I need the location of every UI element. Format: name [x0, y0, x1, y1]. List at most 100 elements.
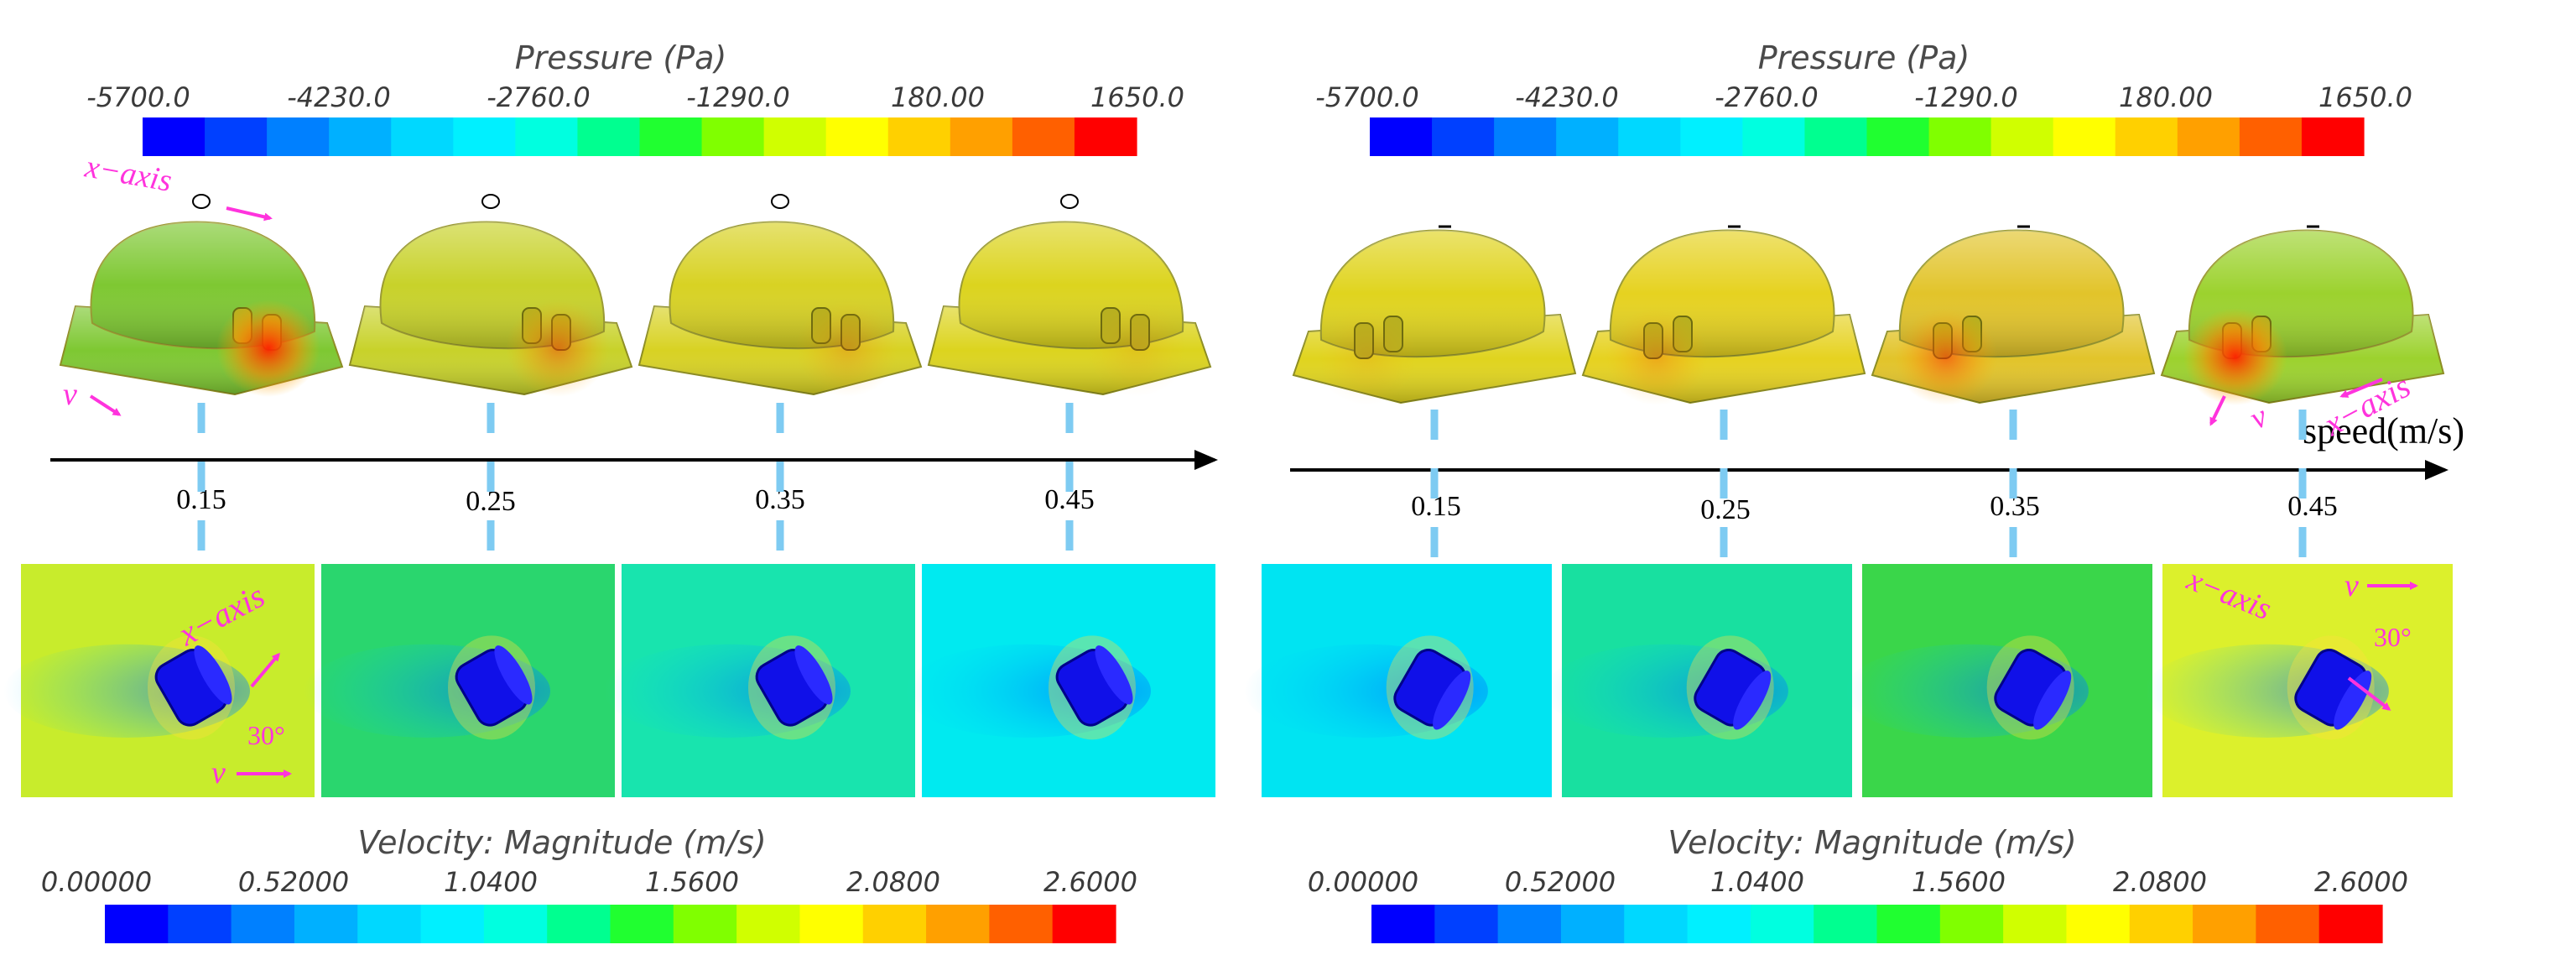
colorbar-swatch — [2287, 905, 2320, 943]
velocity-colorbar — [105, 905, 1116, 943]
pressure-colorbar — [1370, 117, 2365, 156]
colorbar-swatch — [1556, 117, 1588, 156]
colorbar-swatch — [174, 117, 206, 156]
velocity-field-0.25 — [1544, 564, 1852, 797]
velocity-tick: 0.52000 — [238, 866, 349, 898]
pressure-title: Pressure (Pa) — [515, 39, 727, 76]
colorbar-swatch — [1655, 905, 1689, 943]
colorbar-swatch — [2270, 117, 2303, 156]
colorbar-swatch — [1084, 905, 1116, 943]
colorbar-swatch — [1402, 905, 1435, 943]
colorbar-swatch — [452, 905, 485, 943]
velocity-tick: 2.6000 — [1043, 866, 1137, 898]
colorbar-swatch — [705, 905, 737, 943]
angle-label: 30° — [2374, 622, 2412, 652]
surface-render-0.45 — [2160, 225, 2445, 405]
colorbar-swatch — [1074, 117, 1106, 156]
colorbar-swatch — [825, 117, 858, 156]
colorbar-swatch — [1370, 117, 1402, 156]
velocity-ticks: 0.00000 0.52000 1.0400 1.5600 2.0800 2.6… — [1308, 866, 2408, 898]
colorbar-swatch — [2146, 117, 2178, 156]
colorbar-swatch — [2193, 905, 2225, 943]
colorbar-swatch — [199, 905, 232, 943]
colorbar-swatch — [1497, 905, 1530, 943]
velocity-tick: 1.5600 — [645, 866, 739, 898]
colorbar-swatch — [2208, 117, 2240, 156]
colorbar-swatch — [2003, 905, 2036, 943]
colorbar-swatch — [2318, 905, 2351, 943]
colorbar-swatch — [2350, 905, 2383, 943]
speed-ticks: 0.15 0.25 0.35 0.45 — [176, 484, 1095, 517]
colorbar-swatch — [2084, 117, 2116, 156]
colorbar-swatch — [957, 905, 990, 943]
velocity-tick: 0.52000 — [1505, 866, 1616, 898]
colorbar-swatch — [610, 905, 643, 943]
colorbar-swatch — [168, 905, 200, 943]
pressure-tick: 180.00 — [891, 81, 985, 113]
colorbar-swatch — [1866, 117, 1899, 156]
colorbar-swatch — [298, 117, 330, 156]
colorbar-swatch — [2066, 905, 2099, 943]
colorbar-swatch — [981, 117, 1013, 156]
colorbar-swatch — [1012, 117, 1044, 156]
colorbar-swatch — [325, 905, 358, 943]
colorbar-swatch — [608, 117, 641, 156]
colorbar-swatch — [294, 905, 327, 943]
colorbar-swatch — [989, 905, 1022, 943]
pressure-tick: -1290.0 — [686, 81, 790, 113]
colorbar-swatch — [515, 905, 548, 943]
speed-ticks: 0.15 0.25 0.35 0.45 — [1411, 491, 2338, 525]
colorbar-swatch — [2034, 905, 2068, 943]
velocity-title: Velocity: Magnitude (m/s) — [357, 824, 766, 861]
colorbar-swatch — [143, 117, 174, 156]
colorbar-swatch — [1928, 117, 1961, 156]
guide-lines — [197, 403, 1074, 564]
guide-lines — [1430, 410, 2307, 564]
colorbar-swatch — [1401, 117, 1433, 156]
colorbar-swatch — [2098, 905, 2131, 943]
colorbar-swatch — [1494, 117, 1526, 156]
x-axis-label: x−axis — [81, 149, 174, 199]
colorbar-swatch — [231, 905, 263, 943]
colorbar-swatch — [1750, 905, 1783, 943]
velocity-field-0.25 — [304, 564, 615, 797]
colorbar-swatch — [2022, 117, 2054, 156]
colorbar-swatch — [1021, 905, 1054, 943]
speed-axis-title: speed(m/s) — [2303, 410, 2464, 451]
velocity-tick: 1.0400 — [444, 866, 538, 898]
velocity-tick: 1.0400 — [1710, 866, 1804, 898]
velocity-title: Velocity: Magnitude (m/s) — [1668, 824, 2076, 861]
colorbar-swatch — [1052, 905, 1085, 943]
colorbar-swatch — [2332, 117, 2365, 156]
colorbar-swatch — [673, 905, 706, 943]
velocity-field-0.45 — [904, 564, 1215, 797]
colorbar-swatch — [1782, 905, 1814, 943]
colorbar-swatch — [2161, 905, 2194, 943]
colorbar-swatch — [701, 117, 734, 156]
pressure-tick: -2760.0 — [487, 81, 591, 113]
colorbar-swatch — [856, 117, 889, 156]
colorbar-swatch — [357, 905, 390, 943]
angle-label: 30° — [247, 720, 285, 750]
colorbar-swatch — [919, 117, 951, 156]
colorbar-swatch — [577, 117, 610, 156]
pressure-tick: -5700.0 — [86, 81, 190, 113]
colorbar-swatch — [1680, 117, 1712, 156]
colorbar-swatch — [483, 905, 517, 943]
colorbar-swatch — [578, 905, 611, 943]
pressure-tick: 1650.0 — [2318, 81, 2412, 113]
colorbar-swatch — [670, 117, 703, 156]
colorbar-swatch — [1525, 117, 1557, 156]
velocity-label: v — [63, 377, 77, 412]
velocity-tick: 0.00000 — [41, 866, 152, 898]
colorbar-swatch — [2239, 117, 2272, 156]
colorbar-swatch — [205, 117, 237, 156]
colorbar-swatch — [236, 117, 268, 156]
colorbar-swatch — [105, 905, 138, 943]
colorbar-swatch — [1618, 117, 1650, 156]
colorbar-swatch — [1371, 905, 1404, 943]
velocity-tick: 2.0800 — [846, 866, 940, 898]
colorbar-swatch — [926, 905, 959, 943]
colorbar-swatch — [484, 117, 516, 156]
colorbar-swatch — [862, 905, 896, 943]
